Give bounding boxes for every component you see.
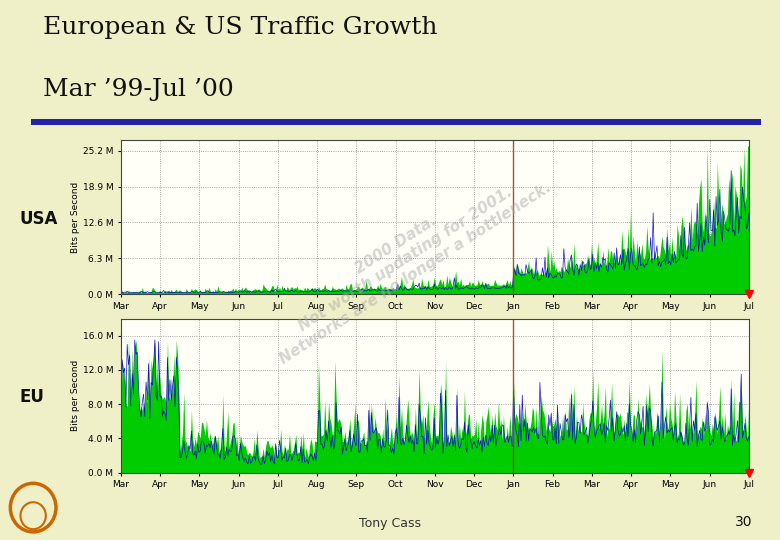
Text: 30: 30 xyxy=(736,516,753,530)
Text: EU: EU xyxy=(20,388,44,406)
Text: USA: USA xyxy=(20,210,58,228)
Text: 2000 Data.
Not worth updating for 2001.
Networks are no longer a bottleneck.: 2000 Data. Not worth updating for 2001. … xyxy=(257,151,554,367)
Text: Mar ’99-Jul ’00: Mar ’99-Jul ’00 xyxy=(43,78,234,102)
Text: Tony Cass: Tony Cass xyxy=(359,516,421,530)
Text: European & US Traffic Growth: European & US Traffic Growth xyxy=(43,16,438,39)
Y-axis label: Bits per Second: Bits per Second xyxy=(71,360,80,431)
Y-axis label: Bits per Second: Bits per Second xyxy=(71,182,80,253)
